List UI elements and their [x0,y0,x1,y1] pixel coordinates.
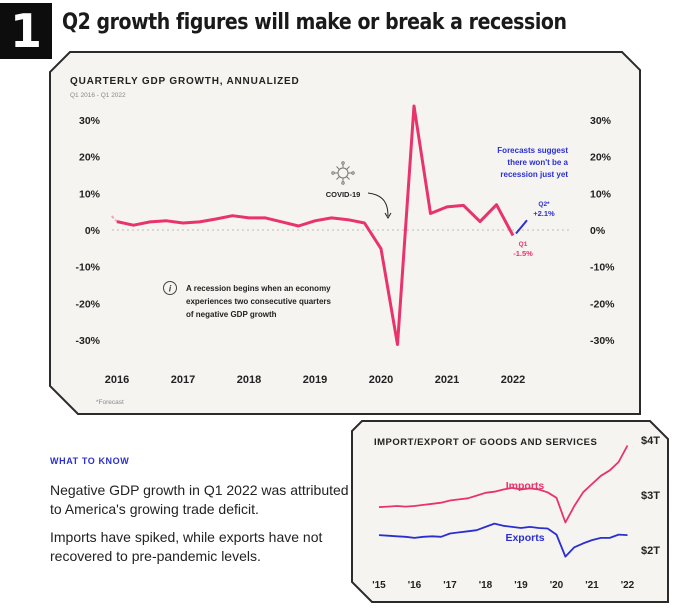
gdp-panel [49,51,641,415]
trade-y-tick: $3T [641,490,660,502]
recession-note-line-2: experiences two consecutive quarters [186,297,332,306]
gdp-x-tick: 2021 [435,374,459,386]
covid-arrow [367,192,389,217]
gdp-y-tick-left: -20% [75,298,100,310]
gdp-y-tick-left: -10% [75,262,100,274]
trade-x-tick: '17 [443,580,457,591]
section-number-badge: 1 [0,3,52,59]
trade-y-tick: $4T [641,435,660,447]
gdp-y-tick-right: 0% [590,225,606,237]
q1-value-label: -1.5% [513,249,533,258]
gdp-y-tick-left: 0% [85,225,101,237]
info-icon: i [163,281,177,295]
trade-x-tick: '19 [514,580,528,591]
recession-note-line-1: A recession begins when an economy [186,284,331,293]
trade-x-tick: '20 [550,580,564,591]
recession-note-line-3: of negative GDP growth [186,310,277,319]
trade-panel [351,420,669,603]
trade-y-tick: $2T [641,545,660,557]
gdp-x-tick: 2022 [501,374,525,386]
gdp-y-tick-right: 30% [590,115,612,127]
gdp-x-tick: 2016 [105,374,129,386]
gdp-y-tick-left: -30% [75,335,100,347]
gdp-x-tick: 2017 [171,374,195,386]
svg-text:i: i [169,284,172,294]
imports-line [378,445,629,524]
forecast-footnote: *Forecast [96,399,124,406]
gdp-y-tick-left: 30% [79,115,101,127]
trade-x-tick: '22 [621,580,635,591]
gdp-line [116,104,515,346]
gdp-y-tick-left: 20% [79,152,101,164]
forecast-note-line-1: Forecasts suggest [497,146,568,155]
q1-period-label: Q1 [519,241,528,248]
trade-x-tick: '21 [585,580,599,591]
q2-forecast-period: Q2* [538,201,550,208]
exports-label: Exports [505,532,544,544]
trade-x-tick: '16 [408,580,422,591]
headline: Q2 growth figures will make or break a r… [62,10,567,35]
imports-label: Imports [506,480,545,492]
gdp-x-tick: 2020 [369,374,393,386]
trade-x-tick: '18 [479,580,493,591]
gdp-x-tick: 2018 [237,374,261,386]
gdp-y-tick-right: -10% [590,262,615,274]
what-to-know-paragraph-1: Negative GDP growth in Q1 2022 was attri… [50,482,349,517]
virus-icon [331,161,355,185]
forecast-note-line-2: there won't be a [507,158,568,167]
gdp-chart-title: QUARTERLY GDP GROWTH, ANNUALIZED [70,76,300,87]
gdp-forecast-line [515,219,528,235]
what-to-know-label: WHAT TO KNOW [50,456,130,466]
gdp-x-tick: 2019 [303,374,327,386]
gdp-y-tick-right: -20% [590,298,615,310]
q2-forecast-value: +2.1% [533,209,555,218]
what-to-know-paragraph-2: Imports have spiked, while exports have … [50,529,323,564]
exports-line [378,522,628,558]
covid-label: COVID-19 [326,190,361,199]
gdp-y-tick-right: 10% [590,188,612,200]
gdp-chart-subtitle: Q1 2016 - Q1 2022 [70,92,126,99]
gdp-y-tick-left: 10% [79,188,101,200]
trade-x-tick: '15 [372,580,386,591]
trade-chart-title: IMPORT/EXPORT OF GOODS AND SERVICES [374,437,597,448]
forecast-note-line-3: recession just yet [500,170,568,179]
gdp-y-tick-right: -30% [590,335,615,347]
gdp-y-tick-right: 20% [590,152,612,164]
